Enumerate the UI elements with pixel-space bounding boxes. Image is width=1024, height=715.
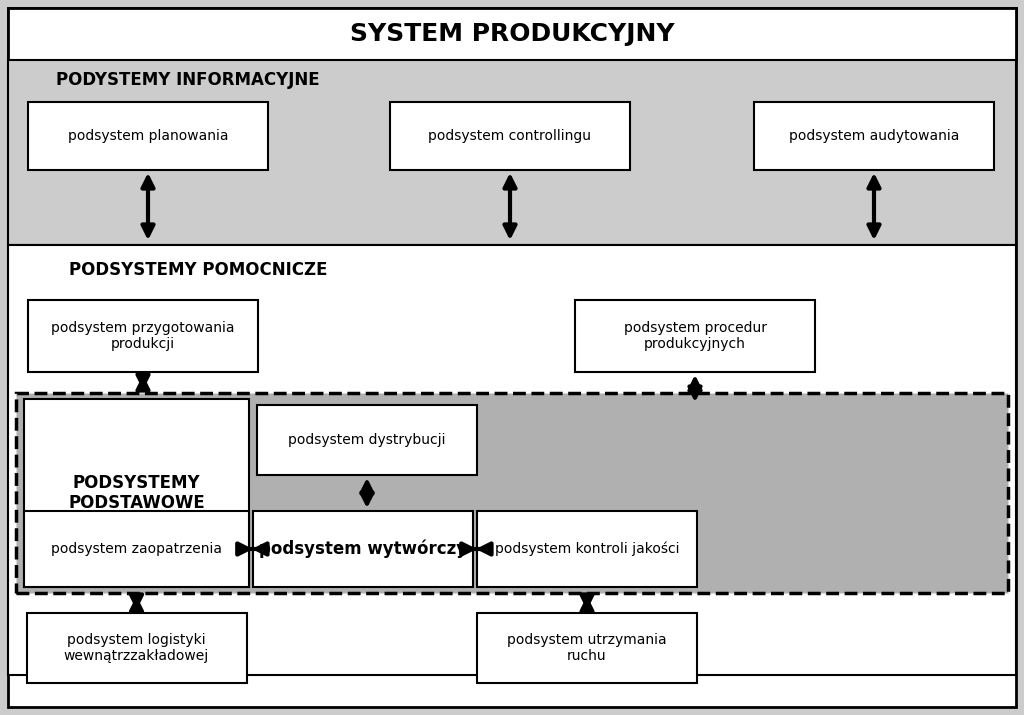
- Text: podsystem zaopatrzenia: podsystem zaopatrzenia: [51, 542, 222, 556]
- Bar: [8, 8, 1016, 60]
- Text: SYSTEM PRODUKCYJNY: SYSTEM PRODUKCYJNY: [349, 22, 675, 46]
- Text: PODYSTEMY INFORMACYJNE: PODYSTEMY INFORMACYJNE: [56, 71, 319, 89]
- Text: podsystem planowania: podsystem planowania: [68, 129, 228, 143]
- Text: PODSYSTEMY
PODSTAWOWE: PODSYSTEMY PODSTAWOWE: [69, 473, 205, 513]
- Bar: [477, 511, 697, 587]
- Bar: [257, 405, 477, 475]
- Text: PODSYSTEMY POMOCNICZE: PODSYSTEMY POMOCNICZE: [69, 261, 328, 279]
- Bar: [27, 613, 247, 683]
- Bar: [477, 613, 697, 683]
- Bar: [575, 300, 815, 372]
- Text: podsystem dystrybucji: podsystem dystrybucji: [288, 433, 445, 447]
- Bar: [24, 399, 249, 587]
- Bar: [390, 102, 630, 170]
- Text: podsystem controllingu: podsystem controllingu: [428, 129, 592, 143]
- Text: podsystem utrzymania
ruchu: podsystem utrzymania ruchu: [507, 633, 667, 663]
- Text: podsystem wytwórczy: podsystem wytwórczy: [259, 540, 467, 558]
- Text: podsystem procedur
produkcyjnych: podsystem procedur produkcyjnych: [624, 321, 767, 351]
- Bar: [28, 102, 268, 170]
- Bar: [8, 60, 1016, 245]
- Bar: [8, 245, 1016, 675]
- Text: podsystem logistyki
wewnątrzzakładowej: podsystem logistyki wewnątrzzakładowej: [63, 633, 209, 663]
- Text: podsystem audytowania: podsystem audytowania: [788, 129, 959, 143]
- Bar: [16, 393, 1008, 593]
- Bar: [28, 300, 258, 372]
- Bar: [754, 102, 994, 170]
- Bar: [253, 511, 473, 587]
- Text: podsystem kontroli jakości: podsystem kontroli jakości: [495, 542, 679, 556]
- Text: podsystem przygotowania
produkcji: podsystem przygotowania produkcji: [51, 321, 234, 351]
- Bar: [24, 511, 249, 587]
